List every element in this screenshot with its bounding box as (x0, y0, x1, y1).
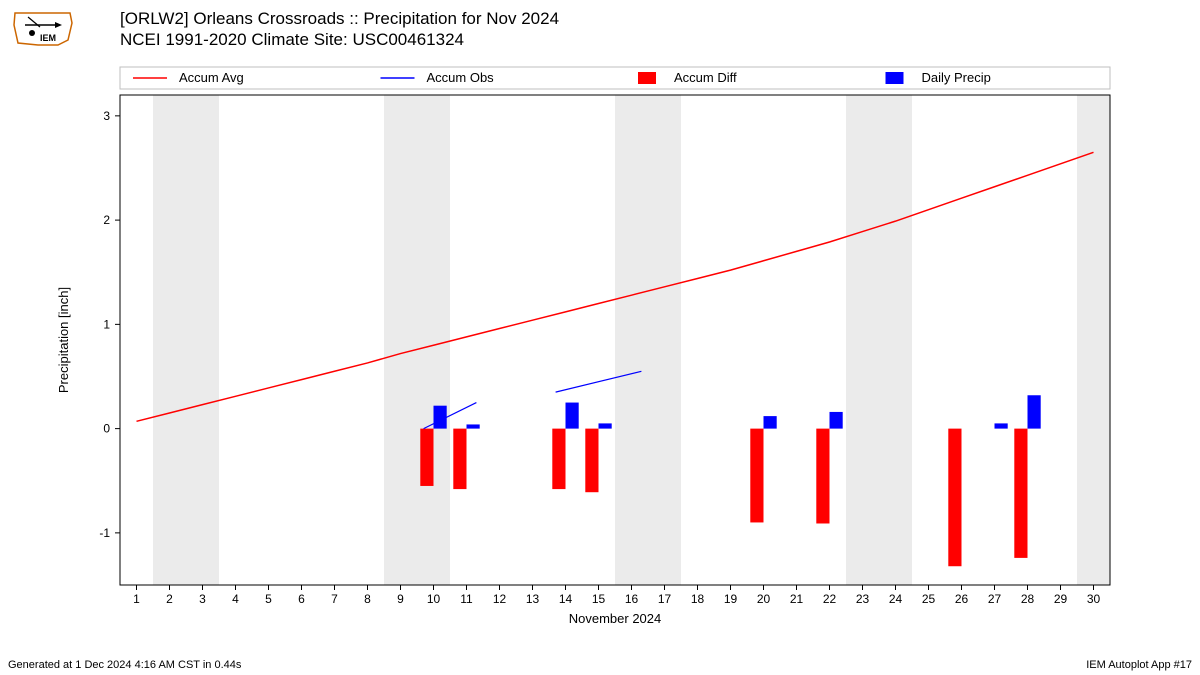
svg-text:Accum Obs: Accum Obs (427, 70, 495, 85)
footer-generated: Generated at 1 Dec 2024 4:16 AM CST in 0… (8, 659, 241, 671)
svg-text:-1: -1 (99, 526, 110, 540)
svg-text:12: 12 (493, 592, 507, 606)
svg-text:IEM: IEM (40, 33, 56, 43)
svg-text:17: 17 (658, 592, 672, 606)
svg-text:Accum Diff: Accum Diff (674, 70, 737, 85)
svg-text:26: 26 (955, 592, 969, 606)
svg-text:20: 20 (757, 592, 771, 606)
svg-text:3: 3 (199, 592, 206, 606)
svg-text:18: 18 (691, 592, 705, 606)
svg-text:2: 2 (166, 592, 173, 606)
footer-app: IEM Autoplot App #17 (1086, 659, 1192, 671)
svg-text:Accum Avg: Accum Avg (179, 70, 244, 85)
svg-text:28: 28 (1021, 592, 1035, 606)
svg-text:November 2024: November 2024 (569, 611, 662, 626)
svg-text:0: 0 (103, 422, 110, 436)
title-line-1: [ORLW2] Orleans Crossroads :: Precipitat… (120, 8, 559, 29)
svg-text:5: 5 (265, 592, 272, 606)
title-line-2: NCEI 1991-2020 Climate Site: USC00461324 (120, 29, 559, 50)
svg-text:6: 6 (298, 592, 305, 606)
svg-text:22: 22 (823, 592, 837, 606)
svg-text:24: 24 (889, 592, 903, 606)
svg-text:1: 1 (103, 317, 110, 331)
svg-text:Daily Precip: Daily Precip (922, 70, 991, 85)
svg-text:29: 29 (1054, 592, 1068, 606)
svg-text:8: 8 (364, 592, 371, 606)
svg-text:4: 4 (232, 592, 239, 606)
chart-title: [ORLW2] Orleans Crossroads :: Precipitat… (120, 8, 559, 51)
svg-text:16: 16 (625, 592, 639, 606)
svg-text:21: 21 (790, 592, 804, 606)
svg-text:2: 2 (103, 213, 110, 227)
svg-text:1: 1 (133, 592, 140, 606)
iem-logo: IEM (10, 5, 75, 50)
svg-text:15: 15 (592, 592, 606, 606)
svg-text:30: 30 (1087, 592, 1101, 606)
svg-text:3: 3 (103, 109, 110, 123)
svg-text:14: 14 (559, 592, 573, 606)
svg-text:25: 25 (922, 592, 936, 606)
svg-text:23: 23 (856, 592, 870, 606)
svg-text:13: 13 (526, 592, 540, 606)
svg-text:19: 19 (724, 592, 738, 606)
svg-text:27: 27 (988, 592, 1002, 606)
svg-text:7: 7 (331, 592, 338, 606)
precipitation-chart: Accum Avg Accum Obs Accum Diff Daily Precip… (0, 55, 1200, 655)
svg-text:10: 10 (427, 592, 441, 606)
svg-text:9: 9 (397, 592, 404, 606)
svg-text:Precipitation [inch]: Precipitation [inch] (56, 287, 71, 393)
svg-text:11: 11 (460, 592, 473, 606)
